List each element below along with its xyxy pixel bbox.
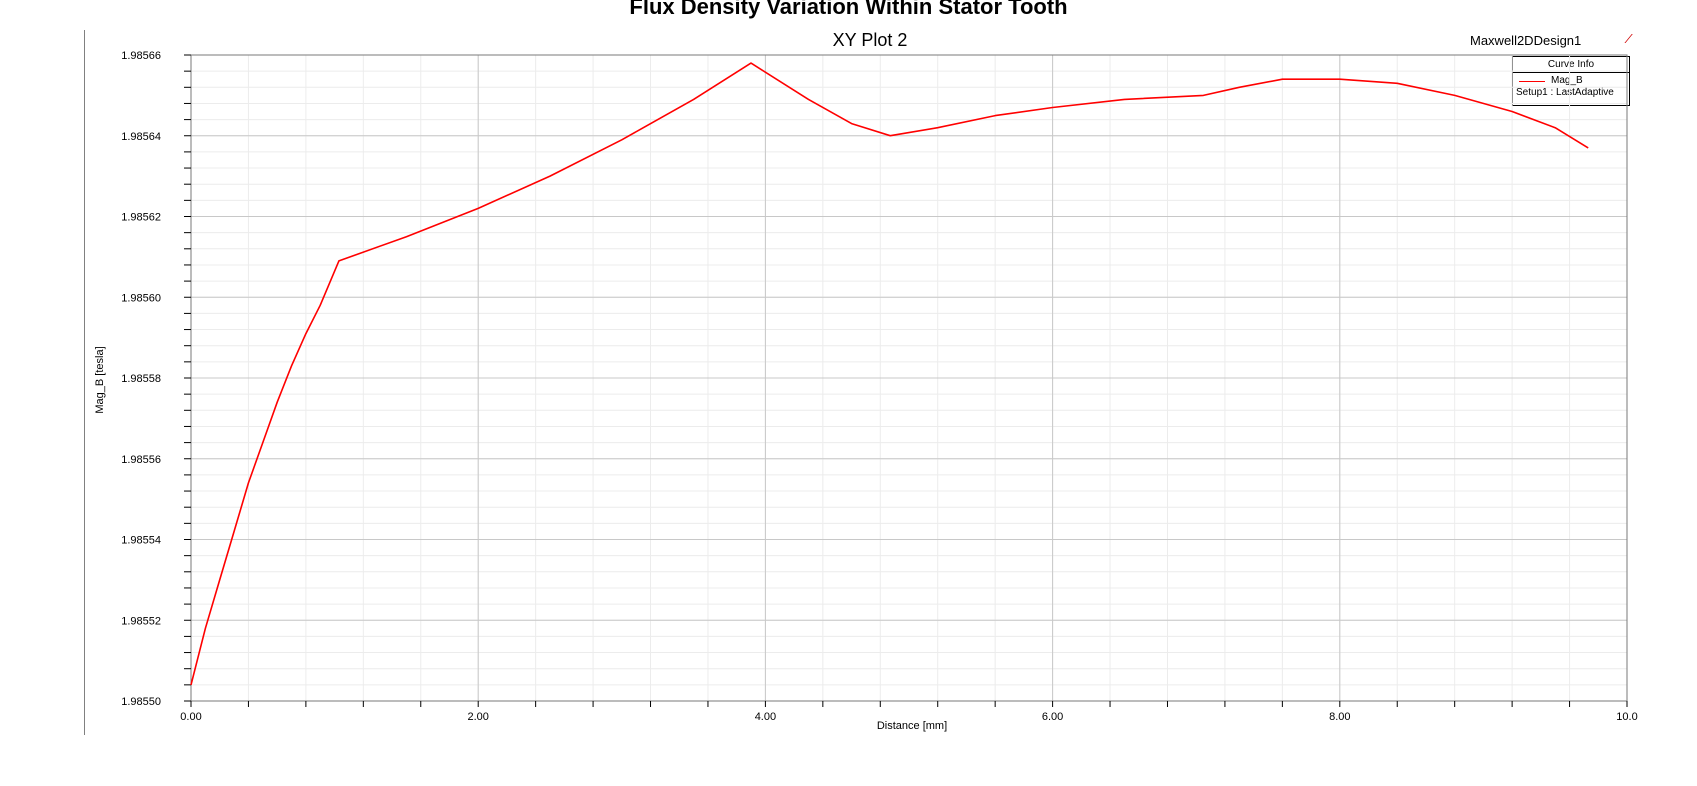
plot-title: XY Plot 2 [832,30,908,50]
legend-line-swatch [1519,81,1545,82]
design-name: Maxwell2DDesign1 [1470,33,1582,48]
x-tick-label: 8.00 [1329,711,1350,723]
x-tick-label: 0.00 [180,711,201,723]
y-tick-label: 1.98560 [121,292,161,304]
x-axis-label: Distance [mm] [876,720,948,732]
x-tick-label: 10.0 [1616,711,1637,723]
y-tick-label: 1.98566 [121,50,161,62]
ansys-logo-icon: ∕ [1628,31,1631,46]
left-frame-rule [84,30,85,735]
legend-entry[interactable]: Mag_B Setup1 : LastAdaptive [1513,73,1629,105]
legend-title: Curve Info [1513,57,1629,73]
x-tick-label: 2.00 [467,711,488,723]
series-line-mag-b [190,62,1589,686]
y-tick-label: 1.98564 [121,131,161,143]
y-tick-label: 1.98556 [121,454,161,466]
y-tick-label: 1.98552 [121,615,161,627]
y-tick-label: 1.98562 [121,212,161,224]
x-tick-label: 4.00 [755,711,776,723]
figure-title: Flux Density Variation Within Stator Too… [629,0,1068,19]
y-tick-label: 1.98558 [121,373,161,385]
legend-box[interactable]: Curve Info Mag_B Setup1 : LastAdaptive [1512,56,1630,106]
legend-series-name: Mag_B [1551,75,1583,86]
legend-series-detail: Setup1 : LastAdaptive [1516,87,1614,98]
y-tick-label: 1.98550 [121,696,161,708]
y-tick-label: 1.98554 [121,535,161,547]
x-tick-label: 6.00 [1042,711,1063,723]
